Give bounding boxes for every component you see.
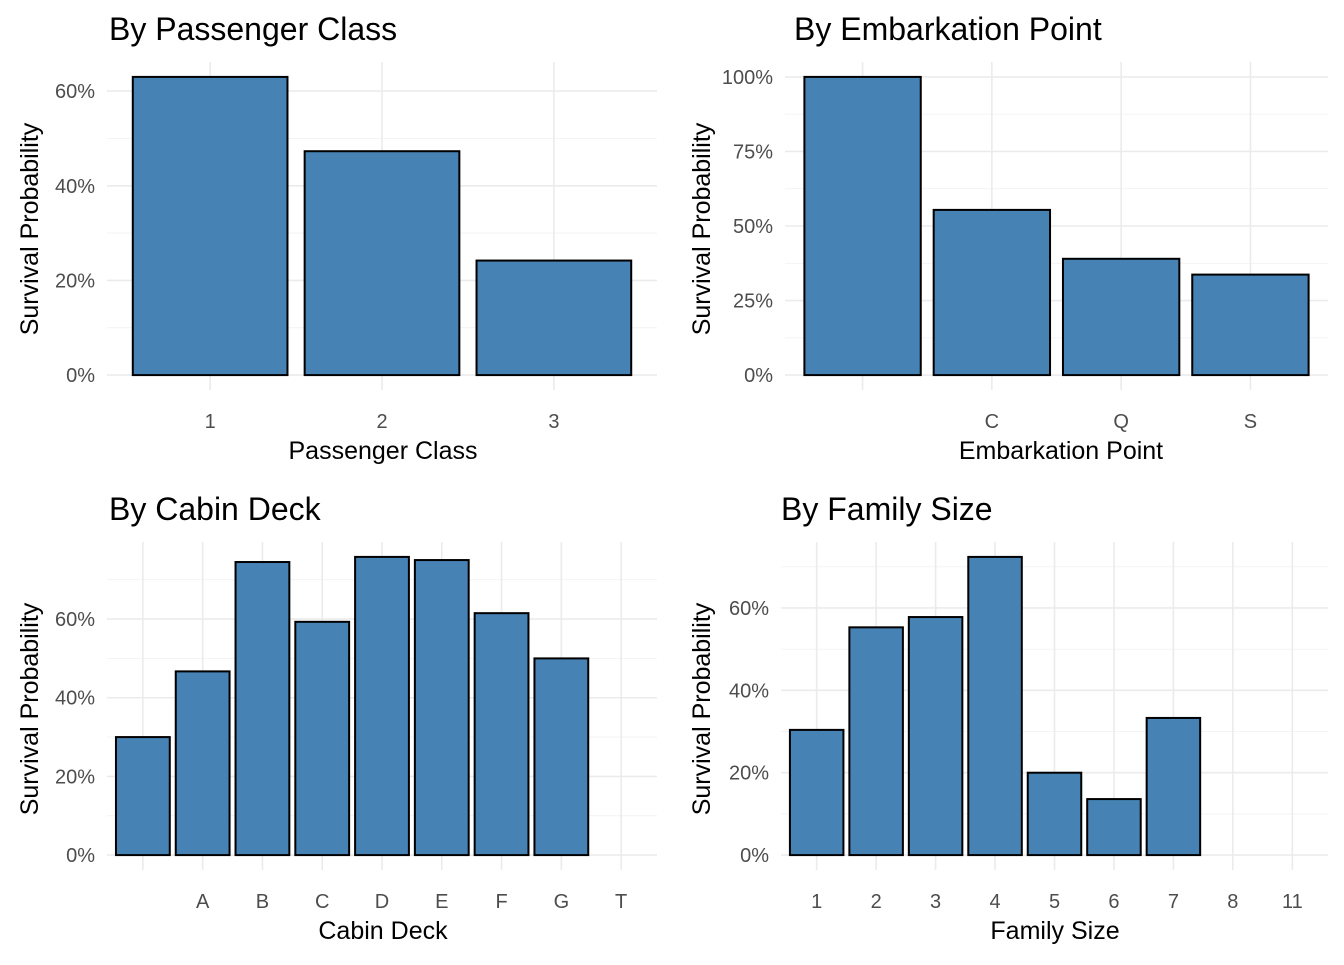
x-tick-label: 3 bbox=[548, 411, 559, 433]
bar-S bbox=[1191, 273, 1310, 377]
y-tick-label: 40% bbox=[729, 680, 769, 702]
bars bbox=[788, 555, 1202, 857]
bar-Q bbox=[1061, 257, 1181, 377]
bar-3 bbox=[907, 616, 964, 857]
x-tick-label: B bbox=[256, 891, 269, 913]
bars bbox=[131, 75, 633, 377]
bar-2 bbox=[848, 626, 904, 857]
x-ticks: 1 2 3 bbox=[205, 411, 560, 433]
x-tick-label: 2 bbox=[871, 891, 882, 913]
y-tick-label: 20% bbox=[729, 763, 769, 785]
x-tick-label: C bbox=[985, 411, 999, 433]
x-tick-label: 5 bbox=[1049, 891, 1060, 913]
y-tick-label: 40% bbox=[55, 688, 95, 710]
x-tick-label: T bbox=[615, 891, 627, 913]
x-tick-label: 11 bbox=[1282, 891, 1303, 913]
panel-family-size: 0% 20% 40% 60% 1 2 3 4 5 6 7 8 11 By Family Size Fa… bbox=[688, 491, 1328, 945]
x-tick-label: 8 bbox=[1227, 891, 1238, 913]
x-tick-label: E bbox=[435, 891, 448, 913]
y-axis-label: Survival Probability bbox=[688, 602, 716, 815]
y-tick-label: 60% bbox=[55, 81, 95, 103]
bar-6 bbox=[1086, 798, 1142, 857]
bar-B bbox=[234, 561, 291, 857]
x-tick-label: S bbox=[1244, 411, 1257, 433]
x-tick-label: Q bbox=[1113, 411, 1129, 433]
bar-1 bbox=[788, 728, 845, 857]
x-tick-label: C bbox=[315, 891, 329, 913]
x-tick-label: 4 bbox=[989, 891, 1000, 913]
x-tick-label: 6 bbox=[1108, 891, 1119, 913]
x-axis-label: Family Size bbox=[990, 917, 1119, 945]
y-tick-label: 100% bbox=[722, 67, 773, 89]
x-ticks: 1 2 3 4 5 6 7 8 11 bbox=[811, 891, 1303, 913]
bars bbox=[803, 75, 1310, 377]
y-tick-label: 40% bbox=[55, 176, 95, 198]
bar-blank bbox=[114, 736, 171, 857]
x-tick-label: D bbox=[375, 891, 389, 913]
y-axis-label: Survival Probability bbox=[688, 122, 716, 335]
panel-embarkation-point: 0% 25% 50% 75% 100% C Q S By Embarkation Point… bbox=[688, 11, 1328, 465]
chart-title: By Cabin Deck bbox=[109, 491, 322, 527]
y-tick-label: 0% bbox=[740, 845, 769, 867]
x-axis-label: Embarkation Point bbox=[959, 437, 1163, 465]
x-tick-label: 7 bbox=[1168, 891, 1179, 913]
bars bbox=[114, 555, 590, 857]
y-ticks: 0% 25% 50% 75% 100% bbox=[722, 67, 773, 387]
panel-cabin-deck: 0% 20% 40% 60% A B C D E F G T By Cabin Deck Cabin… bbox=[16, 491, 657, 945]
y-ticks: 0% 20% 40% 60% bbox=[729, 598, 769, 867]
bar-A bbox=[174, 670, 231, 857]
bar-blank bbox=[803, 75, 922, 377]
x-tick-label: 1 bbox=[205, 411, 216, 433]
y-tick-label: 0% bbox=[66, 845, 95, 867]
y-tick-label: 60% bbox=[729, 598, 769, 620]
y-tick-label: 60% bbox=[55, 609, 95, 631]
panel-passenger-class: 0% 20% 40% 60% 1 2 3 By Passenger Class Passe… bbox=[16, 11, 657, 465]
y-ticks: 0% 20% 40% 60% bbox=[55, 81, 95, 387]
x-axis-label: Cabin Deck bbox=[318, 917, 448, 945]
x-tick-label: A bbox=[196, 891, 210, 913]
bar-C bbox=[294, 620, 351, 857]
y-tick-label: 75% bbox=[733, 141, 773, 163]
x-tick-label: F bbox=[495, 891, 507, 913]
bar-4 bbox=[967, 555, 1023, 857]
x-tick-label: 1 bbox=[811, 891, 822, 913]
chart-title: By Embarkation Point bbox=[794, 11, 1102, 47]
chart-title: By Family Size bbox=[781, 491, 993, 527]
y-axis-label: Survival Probability bbox=[16, 122, 44, 335]
x-axis-label: Passenger Class bbox=[289, 437, 478, 465]
y-ticks: 0% 20% 40% 60% bbox=[55, 609, 95, 867]
y-tick-label: 20% bbox=[55, 766, 95, 788]
x-tick-label: 3 bbox=[930, 891, 941, 913]
y-tick-label: 25% bbox=[733, 291, 773, 313]
bar-1 bbox=[131, 75, 289, 377]
bar-G bbox=[533, 657, 590, 857]
bar-D bbox=[354, 555, 410, 857]
y-tick-label: 0% bbox=[744, 365, 773, 387]
bar-7 bbox=[1145, 716, 1202, 857]
y-axis-label: Survival Probability bbox=[16, 602, 44, 815]
bar-C bbox=[932, 208, 1052, 377]
bar-F bbox=[473, 612, 530, 857]
bar-5 bbox=[1026, 771, 1083, 857]
bar-E bbox=[413, 559, 470, 857]
y-tick-label: 50% bbox=[733, 216, 773, 238]
bar-2 bbox=[303, 150, 461, 377]
bar-3 bbox=[475, 259, 633, 377]
chart-title: By Passenger Class bbox=[109, 11, 397, 47]
x-tick-label: G bbox=[554, 891, 570, 913]
y-tick-label: 0% bbox=[66, 365, 95, 387]
y-tick-label: 20% bbox=[55, 270, 95, 292]
x-tick-label: 2 bbox=[376, 411, 387, 433]
